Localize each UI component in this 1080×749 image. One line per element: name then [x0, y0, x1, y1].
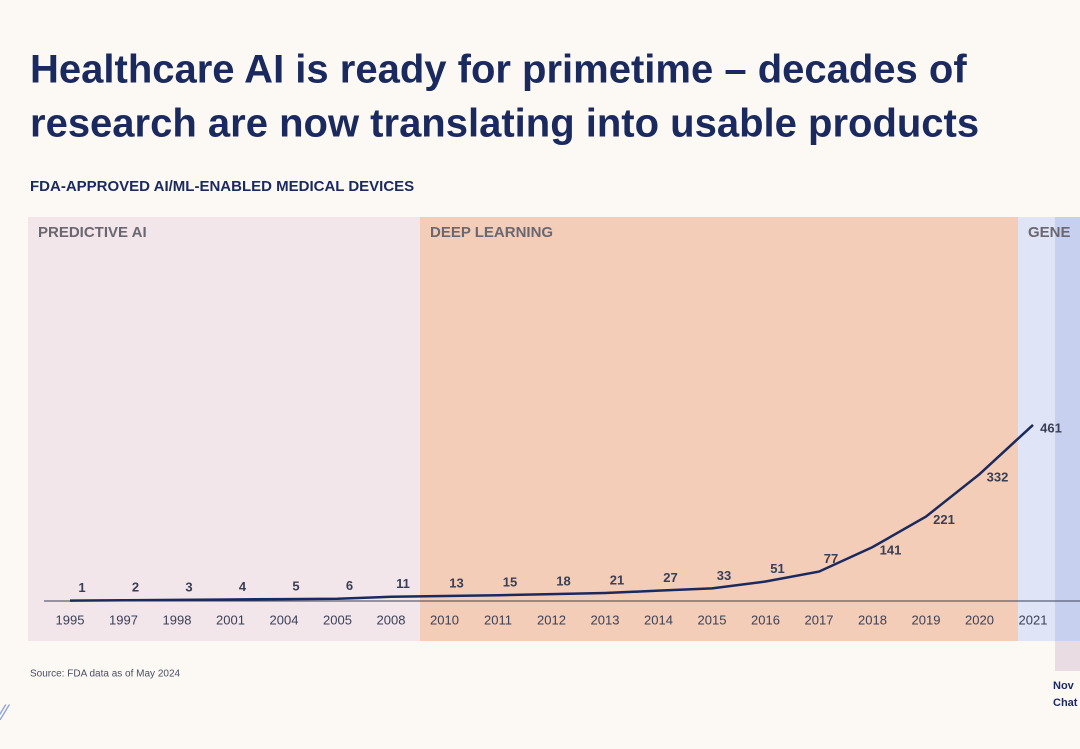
- x-tick-label: 2001: [216, 612, 245, 627]
- marker-band: [1055, 641, 1080, 671]
- source: Source: FDA data as of May 2024: [30, 669, 181, 680]
- data-label: 27: [663, 570, 677, 585]
- phase-band: [28, 217, 420, 641]
- data-label: 2: [132, 580, 139, 595]
- data-label: 1: [78, 580, 85, 595]
- data-label: 221: [933, 512, 955, 527]
- x-tick-label: 2020: [965, 612, 994, 627]
- phase-band: [420, 217, 1018, 641]
- data-label: 3: [185, 579, 192, 594]
- title-line: Healthcare AI is ready for primetime – d…: [30, 48, 967, 92]
- x-tick-label: 1995: [56, 612, 85, 627]
- data-label: 77: [824, 551, 838, 566]
- annotation: Chat: [1053, 697, 1078, 709]
- phase-band: [1055, 217, 1080, 641]
- data-label: 51: [770, 561, 784, 576]
- x-tick-label: 2021: [1019, 612, 1048, 627]
- data-label: 18: [556, 574, 570, 589]
- line: [69, 423, 1034, 602]
- x-tick-label: 1997: [109, 612, 138, 627]
- x-tick-label: 2008: [377, 612, 406, 627]
- data-label: 6: [346, 578, 353, 593]
- data-label: 15: [503, 575, 517, 590]
- subtitle: FDA-APPROVED AI/ML-ENABLED MEDICAL DEVIC…: [30, 178, 414, 195]
- x-tick-label: 1998: [163, 612, 192, 627]
- data-label: 332: [987, 470, 1009, 485]
- x-tick-label: 2010: [430, 612, 459, 627]
- x-tick-label: 2012: [537, 612, 566, 627]
- phase-label: GENE: [1028, 224, 1071, 241]
- data-label: 5: [292, 579, 299, 594]
- logo: ⁄⁄: [0, 700, 11, 725]
- x-tick-label: 2019: [912, 612, 941, 627]
- phase-label: PREDICTIVE AI: [38, 224, 147, 241]
- x-tick-label: 2016: [751, 612, 780, 627]
- x-tick-label: 2014: [644, 612, 673, 627]
- x-tick-label: 2005: [323, 612, 352, 627]
- annotation: Nov: [1053, 680, 1075, 692]
- x-tick-label: 2017: [805, 612, 834, 627]
- title-line: research are now translating into usable…: [30, 102, 979, 146]
- data-label: 11: [396, 576, 410, 591]
- data-label: 21: [610, 572, 624, 587]
- data-label: 141: [880, 543, 902, 558]
- data-label: 13: [449, 575, 463, 590]
- x-tick-label: 2013: [591, 612, 620, 627]
- phase-label: DEEP LEARNING: [430, 224, 553, 241]
- x-tick-label: 2004: [270, 612, 299, 627]
- data-label: 461: [1040, 420, 1062, 435]
- x-tick-label: 2011: [484, 612, 512, 627]
- data-label: 4: [239, 579, 247, 594]
- data-label: 33: [717, 568, 731, 583]
- x-tick-label: 2018: [858, 612, 887, 627]
- x-tick-label: 2015: [698, 612, 727, 627]
